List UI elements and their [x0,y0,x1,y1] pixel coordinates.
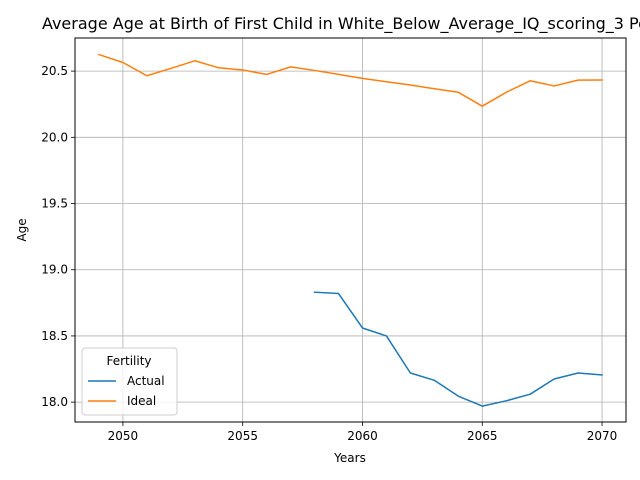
y-tick-label: 18.5 [41,329,68,343]
x-tick-label: 2070 [587,429,618,443]
x-tick-label: 2055 [227,429,258,443]
grid-layer [75,38,626,422]
y-tick-label: 18.0 [41,395,68,409]
y-axis-label: Age [15,218,29,241]
y-tick-label: 20.0 [41,130,68,144]
legend-label-ideal: Ideal [127,394,156,408]
legend-box [81,347,178,416]
y-tick-label: 20.5 [41,64,68,78]
x-axis-label: Years [333,451,366,465]
chart-title: Average Age at Birth of First Child in W… [42,14,640,34]
plot-frame [74,37,627,423]
series-line-ideal [98,53,603,107]
x-tick-label: 2050 [108,429,139,443]
series-line-actual [313,291,603,407]
series-layer [98,53,603,407]
legend-title: Fertility [106,354,151,368]
x-tick-label: 2065 [467,429,498,443]
legend-label-actual: Actual [127,374,165,388]
y-tick-label: 19.5 [41,197,68,211]
tick-layer: 2050 2055 2060 2065 2070 18.0 18.5 19.0 19.5 20.0… [41,64,617,443]
x-tick-label: 2060 [347,429,378,443]
y-tick-label: 19.0 [41,263,68,277]
legend: Fertility Actual Ideal [81,347,178,416]
